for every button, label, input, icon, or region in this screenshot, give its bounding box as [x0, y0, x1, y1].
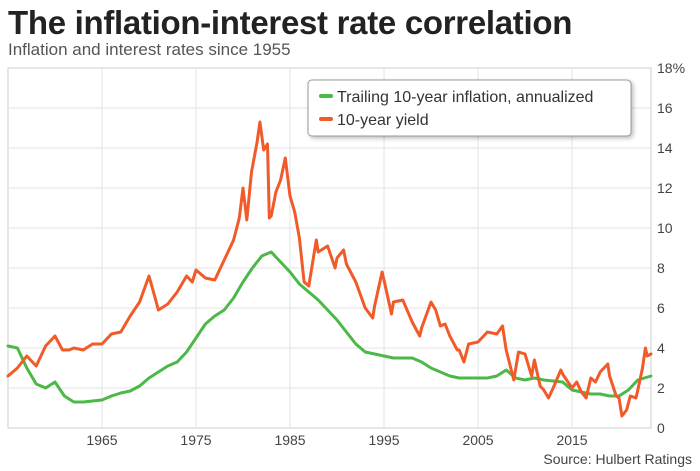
yield-line [6, 120, 653, 418]
y-tick-label: 8 [657, 260, 665, 276]
source-note: Source: Hulbert Ratings [543, 451, 692, 467]
y-tick-label: 18% [657, 60, 685, 76]
x-tick-label: 1995 [368, 432, 399, 448]
legend-label-yield: 10-year yield [337, 112, 429, 129]
series-lines [6, 120, 653, 418]
y-tick-label: 10 [657, 220, 673, 236]
inflation-line [6, 250, 653, 404]
legend-box [307, 79, 632, 137]
x-tick-label: 1975 [180, 432, 211, 448]
x-tick-label: 2005 [462, 432, 493, 448]
x-tick-label: 2015 [556, 432, 587, 448]
x-tick-label: 1965 [86, 432, 117, 448]
y-tick-label: 0 [657, 420, 665, 436]
axis-ticks: 0 2 4 6 8 10 12 14 16 18% 1965 1975 1985 1995 2005 2015 [86, 60, 685, 448]
y-tick-label: 2 [657, 380, 665, 396]
x-tick-label: 1985 [274, 432, 305, 448]
y-tick-label: 14 [657, 140, 673, 156]
y-tick-label: 16 [657, 100, 673, 116]
y-tick-label: 12 [657, 180, 673, 196]
y-tick-label: 4 [657, 340, 665, 356]
y-tick-label: 6 [657, 300, 665, 316]
chart-subtitle: Inflation and interest rates since 1955 [8, 40, 291, 59]
chart-title: The inflation-interest rate correlation [8, 4, 573, 41]
legend: Trailing 10-year inflation, annualized 1… [307, 79, 632, 137]
legend-label-inflation: Trailing 10-year inflation, annualized [337, 89, 593, 106]
